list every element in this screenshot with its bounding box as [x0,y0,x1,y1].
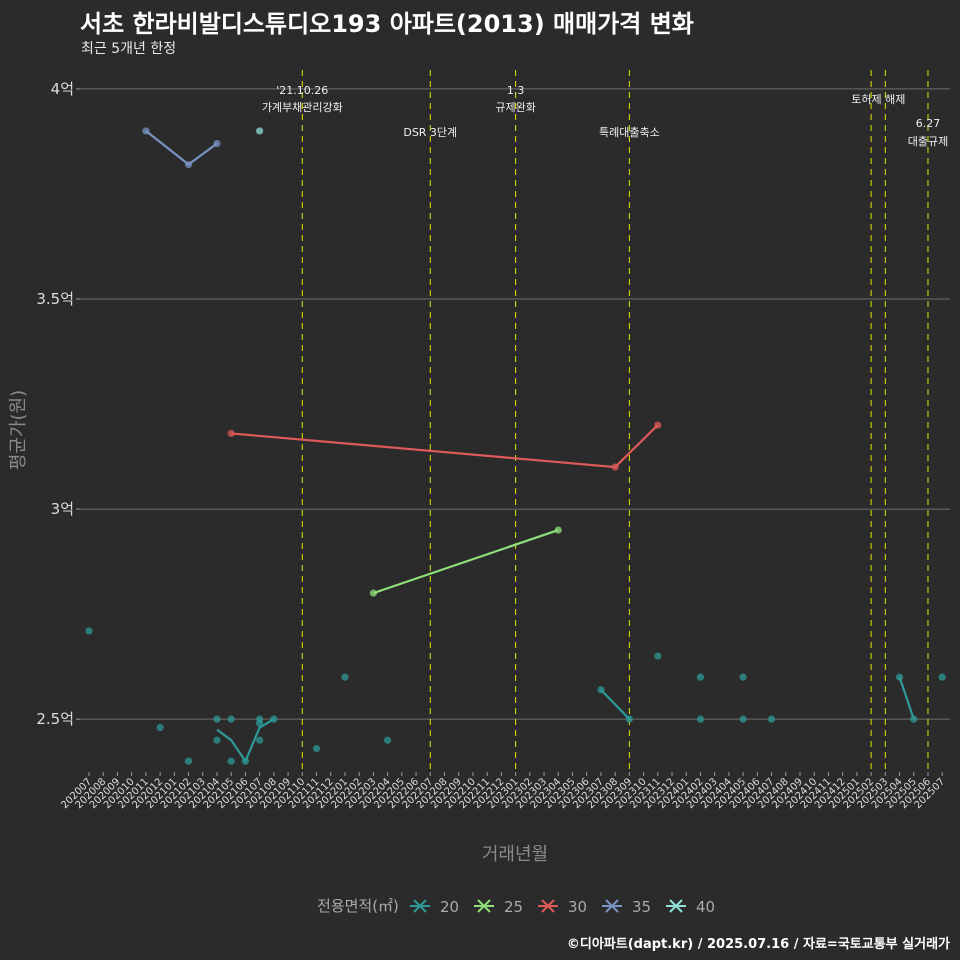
legend-key-30-icon [538,899,558,913]
series-line-35 [145,130,218,166]
y-tick-label: 4억 [51,80,74,98]
legend-label: 20 [440,898,459,916]
event-annotation: 가계부채관리강화 [262,101,343,114]
series-line-25 [373,529,559,595]
x-axis-title: 거래년월 [482,844,548,865]
data-point-20 [696,673,705,681]
data-point-20 [213,715,221,723]
series-line-20 [600,688,631,720]
event-annotation: DSR 3단계 [403,126,457,139]
data-point-20 [156,723,164,732]
chart-title: 서초 한라비발디스튜디오193 아파트(2013) 매매가격 변화 [80,10,694,38]
event-annotation: 규제완화 [495,101,535,114]
legend-title: 전용면적(㎡) [317,897,399,915]
data-point-20 [270,715,278,723]
data-point-25 [369,589,377,597]
data-point-35 [213,139,221,148]
legend-label: 40 [696,898,715,916]
data-point-20 [227,715,235,723]
data-point-30 [654,421,662,429]
data-point-20 [739,673,747,681]
series-line-20 [898,676,915,720]
y-tick-label: 2.5억 [36,710,74,728]
event-annotation: 1.3 [507,84,525,97]
legend-label: 35 [632,898,651,916]
event-annotation: 토허제 해제 [851,92,905,106]
series-line-20 [216,718,275,764]
data-point-20 [341,673,349,681]
legend-key-20-icon [410,899,430,913]
data-point-30 [227,429,235,438]
event-annotation: 특례대출축소 [599,126,660,139]
legend-label: 25 [504,898,523,916]
data-point-20 [213,736,221,744]
event-annotation: '21.10.26 [276,84,328,97]
data-point-35 [142,127,150,135]
legend-key-40-icon [666,899,686,913]
data-point-20 [739,715,747,723]
data-point-20 [85,627,93,635]
source-caption: ©디아파트(dapt.kr) / 2025.07.16 / 자료=국토교통부 실… [566,937,950,952]
y-axis-title: 평균가(원) [8,390,29,470]
event-annotation: 6.27 [916,117,941,130]
y-tick-label: 3억 [51,500,74,518]
data-point-25 [554,526,562,534]
data-point-30 [611,463,619,471]
data-point-20 [625,715,633,723]
data-point-40 [256,127,264,135]
data-point-20 [938,673,946,681]
data-point-20 [767,715,776,723]
data-point-20 [696,715,705,723]
data-point-20 [384,736,392,744]
data-point-20 [312,744,321,753]
data-point-20 [910,715,918,723]
legend-key-25-icon [474,899,494,913]
event-annotation: 대출규제 [908,135,948,148]
data-point-20 [895,673,904,681]
data-point-35 [184,160,193,169]
series-line-30 [231,424,659,469]
data-point-20 [654,652,662,660]
data-point-20 [256,719,264,727]
legend-key-35-icon [602,899,622,913]
y-tick-label: 3.5억 [36,290,74,308]
data-point-20 [241,757,250,765]
data-point-20 [184,757,193,765]
chart-subtitle: 최근 5개년 한정 [81,41,177,57]
data-point-20 [597,686,605,694]
data-point-20 [227,757,235,765]
legend-label: 30 [568,898,587,916]
data-point-20 [256,736,264,744]
